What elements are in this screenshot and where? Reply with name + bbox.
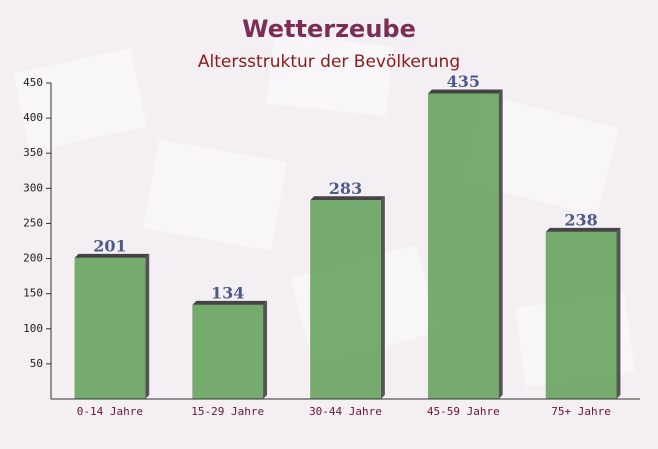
- value-label: 201: [93, 236, 126, 255]
- bar-shadow: [616, 227, 621, 399]
- bar: [310, 200, 381, 399]
- chart-subtitle: Altersstruktur der Bevölkerung: [198, 52, 460, 72]
- y-tick-label: 150: [23, 287, 43, 300]
- y-tick-label: 200: [23, 252, 43, 265]
- bar: [192, 304, 264, 399]
- y-tick-label: 50: [30, 357, 43, 370]
- y-tick-label: 250: [23, 216, 43, 229]
- y-tick-label: 400: [23, 111, 43, 124]
- x-tick-label: 0-14 Jahre: [77, 405, 143, 418]
- bar-shadow: [145, 253, 150, 399]
- value-label: 283: [329, 179, 362, 198]
- y-tick-label: 300: [23, 181, 43, 194]
- bar-shadow: [498, 89, 503, 400]
- x-tick-label: 75+ Jahre: [551, 405, 611, 418]
- bar-shadow: [74, 253, 150, 258]
- y-tick-label: 100: [23, 322, 43, 335]
- bar-shadow: [380, 196, 385, 399]
- bar-shadow: [263, 300, 268, 399]
- bar-shadow: [192, 300, 268, 305]
- bar: [74, 257, 146, 399]
- x-tick-label: 15-29 Jahre: [191, 405, 264, 418]
- bar-shadow: [545, 227, 621, 232]
- chart-title: Wetterzeube: [242, 15, 416, 43]
- x-tick-label: 30-44 Jahre: [309, 405, 382, 418]
- bar: [427, 93, 499, 400]
- value-label: 238: [564, 210, 597, 229]
- y-tick-label: 450: [23, 76, 43, 89]
- bar: [545, 231, 617, 399]
- x-tick-label: 45-59 Jahre: [427, 405, 500, 418]
- bar-shadow: [427, 89, 503, 94]
- value-label: 134: [211, 283, 244, 302]
- value-label: 435: [447, 72, 480, 91]
- y-tick-label: 350: [23, 146, 43, 159]
- bar-shadow: [310, 196, 385, 201]
